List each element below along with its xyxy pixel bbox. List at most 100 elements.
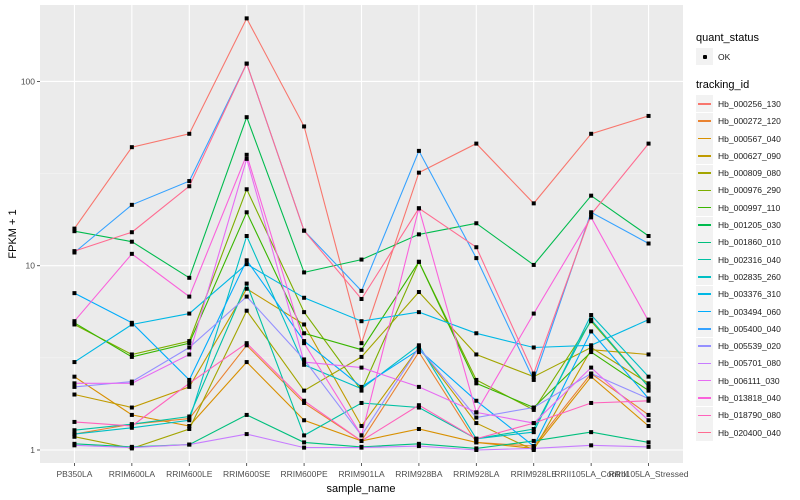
legend-entry: Hb_000997_110	[696, 199, 800, 217]
data-point-Hb_003494_060	[129, 320, 134, 325]
data-point-Hb_002835_260	[187, 418, 192, 423]
x-tick-label: RRIM600LA	[109, 469, 156, 479]
legend-entry: Hb_000976_290	[696, 181, 800, 199]
data-point-Hb_002835_260	[72, 432, 77, 437]
data-point-Hb_000997_110	[416, 259, 421, 264]
data-point-Hb_000627_090	[129, 405, 134, 410]
data-point-Hb_000567_040	[187, 423, 192, 428]
legend-line-icon	[698, 155, 711, 157]
x-tick-label: RRIM928LE	[511, 469, 558, 479]
legend-entry: Hb_001860_010	[696, 233, 800, 251]
data-point-Hb_000627_090	[302, 322, 307, 327]
data-point-Hb_000567_040	[129, 412, 134, 417]
data-point-Hb_000997_110	[302, 331, 307, 336]
legend-label: Hb_000256_130	[718, 98, 781, 109]
data-point-Hb_002316_040	[416, 405, 421, 410]
data-point-Hb_000256_130	[416, 170, 421, 175]
data-point-Hb_013818_040	[359, 433, 364, 438]
legend-entry: Hb_000809_080	[696, 164, 800, 182]
data-point-Hb_000997_110	[589, 350, 594, 355]
data-point-Hb_000256_130	[589, 131, 594, 136]
data-point-Hb_000272_120	[302, 400, 307, 405]
data-point-Hb_020400_040	[129, 230, 134, 235]
data-point-Hb_000976_290	[187, 339, 192, 344]
data-point-Hb_013818_040	[129, 251, 134, 256]
legend-line-icon	[698, 362, 711, 365]
data-point-Hb_000809_080	[302, 388, 307, 393]
data-point-Hb_013818_040	[72, 319, 77, 324]
data-point-Hb_005539_020	[187, 345, 192, 350]
legend-entry: Hb_000567_040	[696, 130, 800, 148]
legend-entry: Hb_002316_040	[696, 251, 800, 269]
data-point-Hb_006111_030	[187, 352, 192, 357]
data-point-Hb_001205_030	[531, 262, 536, 267]
legend-label: Hb_000567_040	[718, 133, 781, 144]
data-point-Hb_000256_130	[531, 201, 536, 206]
data-point-Hb_005701_080	[244, 432, 249, 437]
data-point-Hb_000627_090	[187, 384, 192, 389]
data-point-Hb_000627_090	[589, 347, 594, 352]
data-point-Hb_000627_090	[646, 352, 651, 357]
data-point-Hb_005539_020	[589, 371, 594, 376]
legend-label: Hb_000976_290	[718, 185, 781, 196]
data-point-Hb_003494_060	[244, 258, 249, 263]
data-point-Hb_005701_080	[129, 445, 134, 450]
data-point-Hb_000976_290	[129, 352, 134, 357]
x-tick-label: RRIM928BA	[395, 469, 443, 479]
data-point-Hb_000272_120	[646, 412, 651, 417]
x-axis: PB350LA RRIM600LA RRIM600LE RRIM600SE RRIM60…	[56, 463, 689, 479]
data-point-Hb_013818_040	[187, 294, 192, 299]
data-point-Hb_000567_040	[474, 440, 479, 445]
legend-line-icon	[698, 137, 711, 140]
data-point-Hb_006111_030	[244, 156, 249, 161]
data-point-Hb_002835_260	[589, 313, 594, 318]
data-point-Hb_001205_030	[589, 193, 594, 198]
data-point-Hb_020400_040	[302, 228, 307, 233]
data-point-Hb_003376_310	[589, 343, 594, 348]
y-tick-label: 100	[21, 76, 35, 86]
data-point-Hb_002835_260	[646, 374, 651, 379]
x-tick-label: RRIM600LE	[166, 469, 213, 479]
y-axis: 1 10 100	[21, 76, 40, 455]
data-point-Hb_005400_040	[187, 179, 192, 184]
y-tick-label: 1	[30, 445, 35, 455]
data-point-Hb_005701_080	[646, 444, 651, 449]
data-point-Hb_003376_310	[72, 360, 77, 365]
data-point-Hb_018790_080	[416, 403, 421, 408]
data-point-Hb_005539_020	[646, 396, 651, 401]
data-point-Hb_005701_080	[474, 447, 479, 452]
legend-line-icon	[698, 431, 711, 434]
data-point-Hb_000567_040	[646, 423, 651, 428]
data-point-Hb_000809_080	[72, 434, 77, 439]
data-point-Hb_000809_080	[646, 381, 651, 386]
data-point-Hb_000809_080	[474, 352, 479, 357]
data-point-Hb_000256_130	[72, 226, 77, 231]
legend-label: Hb_000627_090	[718, 150, 781, 161]
legend-line-icon	[698, 293, 711, 295]
data-point-Hb_000809_080	[187, 426, 192, 431]
data-point-Hb_000272_120	[244, 343, 249, 348]
legend-entry: Hb_003376_310	[696, 285, 800, 303]
data-point-Hb_002835_260	[302, 362, 307, 367]
legend-label: Hb_002316_040	[718, 254, 781, 265]
data-point-Hb_001860_010	[244, 412, 249, 417]
legend-line-icon	[698, 379, 711, 382]
legend-line-icon	[698, 206, 711, 209]
data-point-Hb_003376_310	[359, 319, 364, 324]
data-point-Hb_000809_080	[416, 290, 421, 295]
data-point-Hb_020400_040	[531, 371, 536, 376]
legend-line-icon	[698, 103, 711, 105]
legend-line-icon	[698, 120, 711, 122]
legend-line-icon	[698, 310, 711, 313]
data-point-Hb_001205_030	[416, 232, 421, 237]
data-point-Hb_020400_040	[72, 249, 77, 254]
data-point-Hb_003376_310	[416, 310, 421, 315]
data-point-Hb_000272_120	[416, 350, 421, 355]
data-point-Hb_002316_040	[646, 384, 651, 389]
data-point-Hb_003376_310	[531, 345, 536, 350]
data-point-Hb_006111_030	[646, 418, 651, 423]
data-point-Hb_002316_040	[302, 433, 307, 438]
data-point-Hb_000976_290	[531, 407, 536, 412]
legend-line-icon	[698, 397, 711, 399]
data-point-Hb_002316_040	[531, 426, 536, 431]
